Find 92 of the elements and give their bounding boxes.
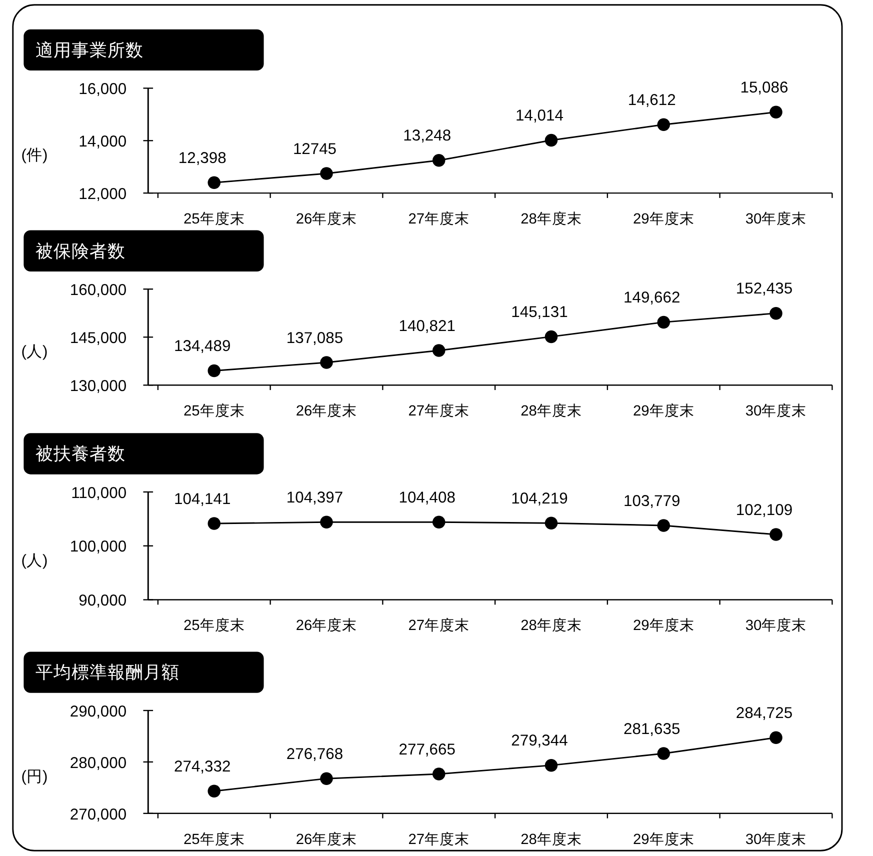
point: [657, 519, 670, 532]
x-tick-label: 27年度末: [408, 210, 470, 228]
point: [770, 106, 782, 119]
data-label: 104,219: [511, 490, 568, 508]
x-tick-label: 28年度末: [520, 830, 582, 848]
point: [320, 167, 333, 180]
x-tick-label: 29年度末: [632, 617, 694, 634]
y-axis-title: (人): [21, 552, 48, 570]
chart-title: 被保険者数: [35, 240, 126, 261]
data-label: 14,014: [516, 108, 564, 125]
data-label: 152,435: [736, 280, 793, 298]
y-axis-title: (件): [21, 147, 48, 164]
y-tick-label: 16,000: [78, 81, 127, 98]
data-label: 281,635: [624, 720, 680, 738]
y-tick-label: 145,000: [70, 330, 127, 347]
point: [208, 364, 220, 378]
point: [432, 516, 446, 528]
point: [770, 731, 782, 744]
y-tick-label: 14,000: [78, 134, 127, 151]
chart-title: 被扶養者数: [35, 444, 126, 464]
y-axis-title: (人): [21, 344, 48, 361]
data-label: 104,408: [398, 490, 456, 506]
chart-title: 平均標準報酬月額: [35, 662, 180, 682]
point: [657, 118, 670, 131]
x-tick-label: 29年度末: [632, 830, 694, 848]
y-tick-label: 12,000: [78, 186, 127, 203]
point: [208, 784, 220, 798]
x-tick-label: 27年度末: [408, 830, 470, 848]
point: [544, 134, 558, 147]
y-axis-title: (円): [21, 768, 48, 786]
x-tick-label: 25年度末: [183, 402, 245, 420]
point: [770, 528, 782, 541]
y-tick-label: 290,000: [70, 703, 127, 720]
data-label: 12,398: [178, 150, 227, 168]
data-label: 14,612: [628, 92, 676, 109]
point: [432, 344, 446, 357]
data-label: 134,489: [174, 338, 231, 356]
x-tick-label: 25年度末: [183, 617, 245, 634]
chart-title: 適用事業所数: [35, 40, 144, 60]
data-label: 149,662: [624, 290, 680, 307]
x-tick-label: 28年度末: [520, 617, 582, 634]
x-tick-label: 28年度末: [520, 210, 582, 228]
x-tick-label: 26年度末: [296, 210, 358, 228]
data-label: 279,344: [511, 732, 568, 750]
data-label: 284,725: [736, 705, 793, 722]
y-tick-label: 110,000: [71, 484, 127, 502]
x-tick-label: 28年度末: [520, 402, 582, 420]
y-tick-label: 90,000: [78, 592, 127, 610]
x-tick-label: 26年度末: [296, 830, 358, 848]
x-tick-label: 27年度末: [408, 617, 470, 634]
y-tick-label: 280,000: [70, 754, 127, 772]
x-tick-label: 30年度末: [745, 830, 807, 848]
point: [432, 768, 446, 780]
y-tick-label: 160,000: [70, 282, 127, 299]
point: [320, 516, 333, 529]
data-label: 274,332: [174, 758, 231, 776]
point: [208, 176, 220, 189]
point: [544, 330, 558, 344]
data-label: 104,397: [286, 490, 344, 507]
y-tick-label: 270,000: [70, 806, 127, 824]
y-tick-label: 130,000: [70, 378, 127, 396]
point: [208, 517, 220, 530]
x-tick-label: 29年度末: [632, 402, 694, 420]
x-tick-label: 26年度末: [296, 617, 358, 634]
x-tick-label: 30年度末: [745, 617, 807, 634]
data-label: 102,109: [736, 502, 793, 519]
data-label: 104,141: [174, 490, 231, 508]
y-tick-label: 100,000: [70, 538, 127, 556]
x-tick-label: 25年度末: [183, 830, 245, 848]
x-tick-label: 26年度末: [296, 402, 358, 420]
point: [320, 356, 333, 369]
data-label: 137,085: [286, 330, 344, 347]
point: [770, 306, 782, 320]
x-tick-label: 25年度末: [183, 210, 245, 228]
x-tick-label: 30年度末: [745, 210, 807, 228]
data-label: 145,131: [511, 304, 568, 322]
point: [320, 772, 333, 785]
point: [432, 154, 446, 167]
point: [544, 758, 558, 772]
point: [657, 316, 670, 329]
data-label: 276,768: [286, 746, 344, 763]
x-tick-label: 29年度末: [632, 210, 694, 228]
point: [544, 516, 558, 530]
data-label: 277,665: [398, 741, 456, 758]
x-tick-label: 27年度末: [408, 402, 470, 420]
point: [657, 747, 670, 760]
data-label: 15,086: [740, 80, 788, 97]
data-label: 12745: [292, 140, 337, 158]
data-label: 103,779: [624, 492, 680, 510]
x-tick-label: 30年度末: [745, 402, 807, 420]
data-label: 140,821: [398, 318, 456, 335]
data-label: 13,248: [403, 128, 452, 145]
